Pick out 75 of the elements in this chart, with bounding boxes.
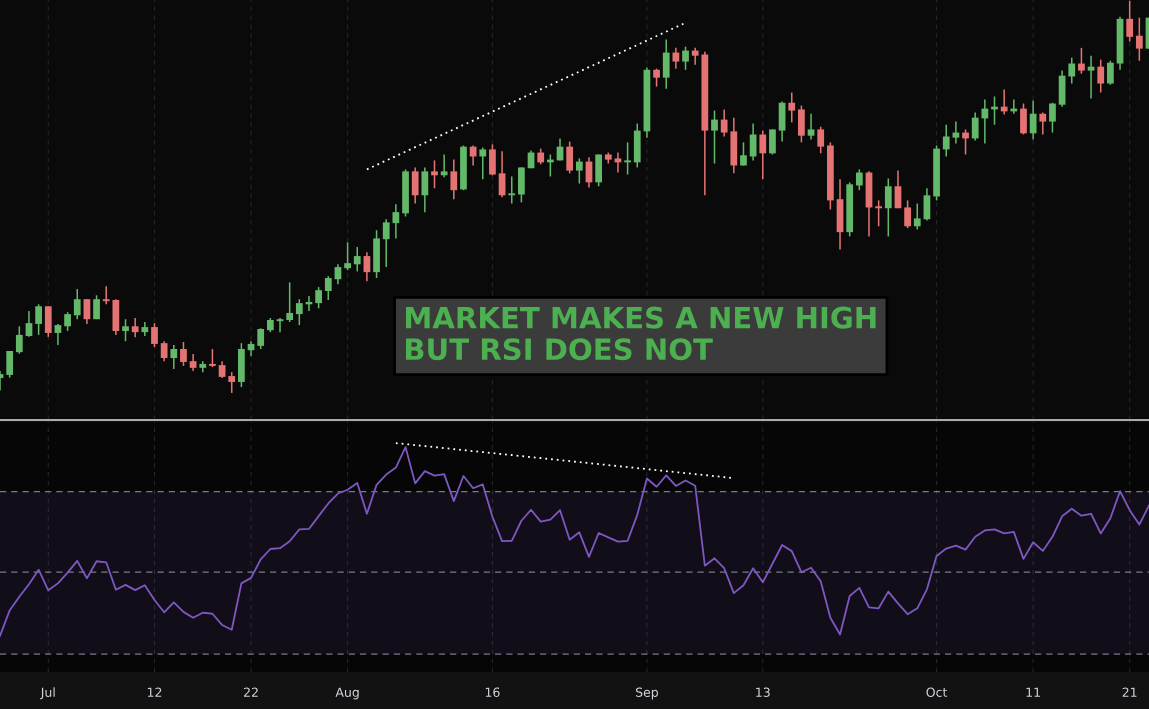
candlestick <box>1078 47 1085 75</box>
candlestick <box>315 286 323 310</box>
candlestick <box>344 241 351 271</box>
candlestick <box>64 311 71 332</box>
candlestick <box>6 350 14 379</box>
candlestick <box>54 323 62 346</box>
candlestick <box>35 303 42 336</box>
candlestick <box>913 202 921 231</box>
candlestick <box>711 109 718 165</box>
candlestick <box>904 199 911 230</box>
candlestick <box>257 327 265 350</box>
candlestick <box>440 153 448 179</box>
candlestick <box>209 348 216 368</box>
x-tick-label: 16 <box>485 687 500 697</box>
candlestick <box>1049 101 1056 134</box>
candlestick <box>1126 0 1134 43</box>
candlestick <box>769 128 776 156</box>
x-tick-label: 13 <box>756 687 770 697</box>
candlestick <box>180 341 187 367</box>
candlestick <box>1068 56 1076 85</box>
candlestick <box>759 129 767 180</box>
candlestick <box>324 275 332 301</box>
candlestick <box>450 158 458 200</box>
candlestick <box>170 344 178 370</box>
candlestick <box>749 122 757 162</box>
candlestick <box>508 175 516 205</box>
candlestick <box>1097 58 1105 94</box>
candlestick <box>1029 99 1037 141</box>
candlestick <box>151 322 158 348</box>
candlestick <box>682 45 689 71</box>
candlestick <box>788 91 796 124</box>
candlestick <box>575 157 583 185</box>
x-tick-label: 21 <box>1122 687 1137 697</box>
candlestick <box>160 340 168 362</box>
candlestick <box>720 108 728 138</box>
candlestick <box>981 98 989 145</box>
candlestick <box>431 159 438 190</box>
candlestick <box>942 123 950 158</box>
candlestick <box>286 281 294 323</box>
candlestick <box>884 177 892 238</box>
candlestick <box>382 218 390 268</box>
candlestick <box>479 146 487 180</box>
candlestick <box>566 140 574 175</box>
x-tick-label: Oct <box>926 687 948 697</box>
candlestick <box>73 288 81 320</box>
candlestick <box>875 199 883 228</box>
candlestick <box>392 203 400 240</box>
candlestick <box>353 246 361 273</box>
candlestick <box>295 298 303 326</box>
candlestick <box>15 325 23 355</box>
x-tick-label: 12 <box>147 687 162 697</box>
candlestick <box>807 112 815 141</box>
x-tick-label: Jul <box>40 687 55 700</box>
candlestick <box>855 168 863 191</box>
x-tick-label: 11 <box>1026 687 1040 697</box>
candlestick <box>411 166 419 205</box>
candlestick <box>131 317 139 339</box>
candlestick <box>276 317 284 333</box>
candlestick <box>1039 111 1047 136</box>
candlestick <box>1107 60 1114 86</box>
x-tick-label: 22 <box>244 687 258 697</box>
candlestick <box>421 166 429 213</box>
candlestick <box>102 285 110 306</box>
candlestick <box>653 67 660 88</box>
candlestick <box>1135 16 1143 62</box>
candlestick <box>228 371 236 394</box>
candlestick <box>25 310 33 338</box>
x-tick-label: Aug <box>335 687 359 700</box>
candlestick <box>817 125 825 155</box>
x-tick-label: Sep <box>635 687 659 700</box>
annotation: MARKET MAKES A NEW HIGH BUT RSI DOES NOT <box>405 306 876 361</box>
candlestick <box>122 318 129 342</box>
candlestick <box>691 47 699 66</box>
candlestick <box>971 111 979 142</box>
candlestick <box>624 141 631 176</box>
